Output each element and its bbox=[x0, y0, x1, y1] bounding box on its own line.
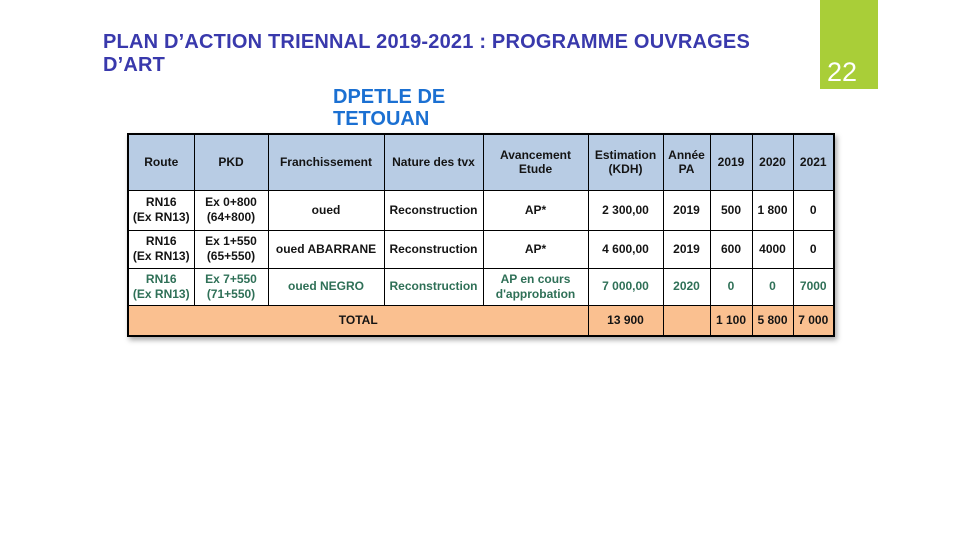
table-cell: Reconstruction bbox=[383, 229, 484, 269]
total-row: TOTAL 13 900 1 100 5 800 7 000 bbox=[127, 304, 835, 337]
col-header-pkd: PKD bbox=[193, 133, 269, 191]
col-header-franchissement: Franchissement bbox=[267, 133, 385, 191]
total-estimation-cell: 13 900 bbox=[587, 304, 664, 337]
header-row: Route PKD Franchissement Nature des tvx … bbox=[127, 133, 835, 191]
table-cell: oued bbox=[267, 189, 385, 231]
col-header-route: Route bbox=[127, 133, 195, 191]
table-cell: Ex 0+800 (64+800) bbox=[193, 189, 269, 231]
total-annee-pa-cell bbox=[662, 304, 711, 337]
col-header-estimation-kdh: Estimation (KDH) bbox=[587, 133, 664, 191]
page-number: 22 bbox=[827, 57, 858, 87]
table-cell: 0 bbox=[792, 189, 835, 231]
table-row: RN16 (Ex RN13) Ex 1+550 (65+550) oued AB… bbox=[127, 229, 835, 269]
slide-subtitle: DPETLE DE TETOUAN bbox=[333, 86, 445, 130]
table-cell: RN16 (Ex RN13) bbox=[127, 229, 195, 269]
table-cell: 4 600,00 bbox=[587, 229, 664, 269]
table-cell: Ex 1+550 (65+550) bbox=[193, 229, 269, 269]
slide-subtitle-line-1: DPETLE DE bbox=[333, 86, 446, 108]
table-row: RN16 (Ex RN13) Ex 0+800 (64+800) oued Re… bbox=[127, 189, 835, 231]
table-cell: 2019 bbox=[662, 229, 711, 269]
table-cell: oued ABARRANE bbox=[267, 229, 385, 269]
table-cell: 4000 bbox=[751, 229, 794, 269]
table-cell: AP* bbox=[482, 189, 589, 231]
table-cell: AP en cours d'approbation bbox=[482, 267, 589, 306]
col-header-avancement-etude: Avancement Etude bbox=[482, 133, 589, 191]
slide-title-line-2: D’ART bbox=[103, 54, 166, 76]
table-cell: 2 300,00 bbox=[587, 189, 664, 231]
table-cell: AP* bbox=[482, 229, 589, 269]
table-cell: Reconstruction bbox=[383, 189, 484, 231]
table-cell: 0 bbox=[792, 229, 835, 269]
table-cell: 7 000,00 bbox=[587, 267, 664, 306]
table-cell: 7000 bbox=[792, 267, 835, 306]
slide-title-line-1: PLAN D’ACTION TRIENNAL 2019-2021 : PROGR… bbox=[103, 31, 750, 53]
total-2020-cell: 5 800 bbox=[751, 304, 794, 337]
table-cell: Ex 7+550 (71+550) bbox=[193, 267, 269, 306]
table-cell: 0 bbox=[709, 267, 753, 306]
table-cell: 600 bbox=[709, 229, 753, 269]
table-cell: 2019 bbox=[662, 189, 711, 231]
total-label-cell: TOTAL bbox=[127, 304, 589, 337]
total-2021-cell: 7 000 bbox=[792, 304, 835, 337]
slide-subtitle-line-2: TETOUAN bbox=[333, 108, 430, 130]
table-cell: RN16 (Ex RN13) bbox=[127, 189, 195, 231]
table-row: RN16 (Ex RN13) Ex 7+550 (71+550) oued NE… bbox=[127, 267, 835, 306]
program-table: Route PKD Franchissement Nature des tvx … bbox=[127, 133, 835, 337]
table-cell: RN16 (Ex RN13) bbox=[127, 267, 195, 306]
table-cell: Reconstruction bbox=[383, 267, 484, 306]
table-cell: 1 800 bbox=[751, 189, 794, 231]
col-header-annee-pa: Année PA bbox=[662, 133, 711, 191]
col-header-2021: 2021 bbox=[792, 133, 835, 191]
col-header-2019: 2019 bbox=[709, 133, 753, 191]
table-cell: 500 bbox=[709, 189, 753, 231]
col-header-2020: 2020 bbox=[751, 133, 794, 191]
table-cell: 2020 bbox=[662, 267, 711, 306]
total-2019-cell: 1 100 bbox=[709, 304, 753, 337]
slide-title: PLAN D’ACTION TRIENNAL 2019-2021 : PROGR… bbox=[103, 31, 803, 77]
col-header-nature-des-tvx: Nature des tvx bbox=[383, 133, 484, 191]
page-number-box: 22 bbox=[820, 0, 878, 89]
table-cell: oued NEGRO bbox=[267, 267, 385, 306]
table-cell: 0 bbox=[751, 267, 794, 306]
